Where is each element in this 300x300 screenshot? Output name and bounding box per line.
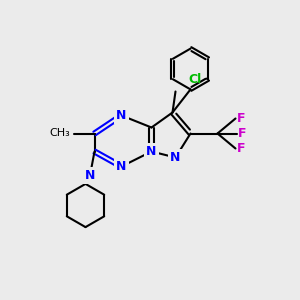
Text: F: F bbox=[237, 142, 245, 155]
Text: N: N bbox=[146, 145, 157, 158]
Text: Cl: Cl bbox=[188, 73, 201, 86]
Text: F: F bbox=[238, 127, 247, 140]
Text: CH₃: CH₃ bbox=[49, 128, 70, 139]
Text: F: F bbox=[237, 112, 245, 125]
Text: N: N bbox=[170, 151, 181, 164]
Text: N: N bbox=[85, 169, 95, 182]
Text: N: N bbox=[116, 160, 127, 173]
Text: N: N bbox=[116, 109, 127, 122]
